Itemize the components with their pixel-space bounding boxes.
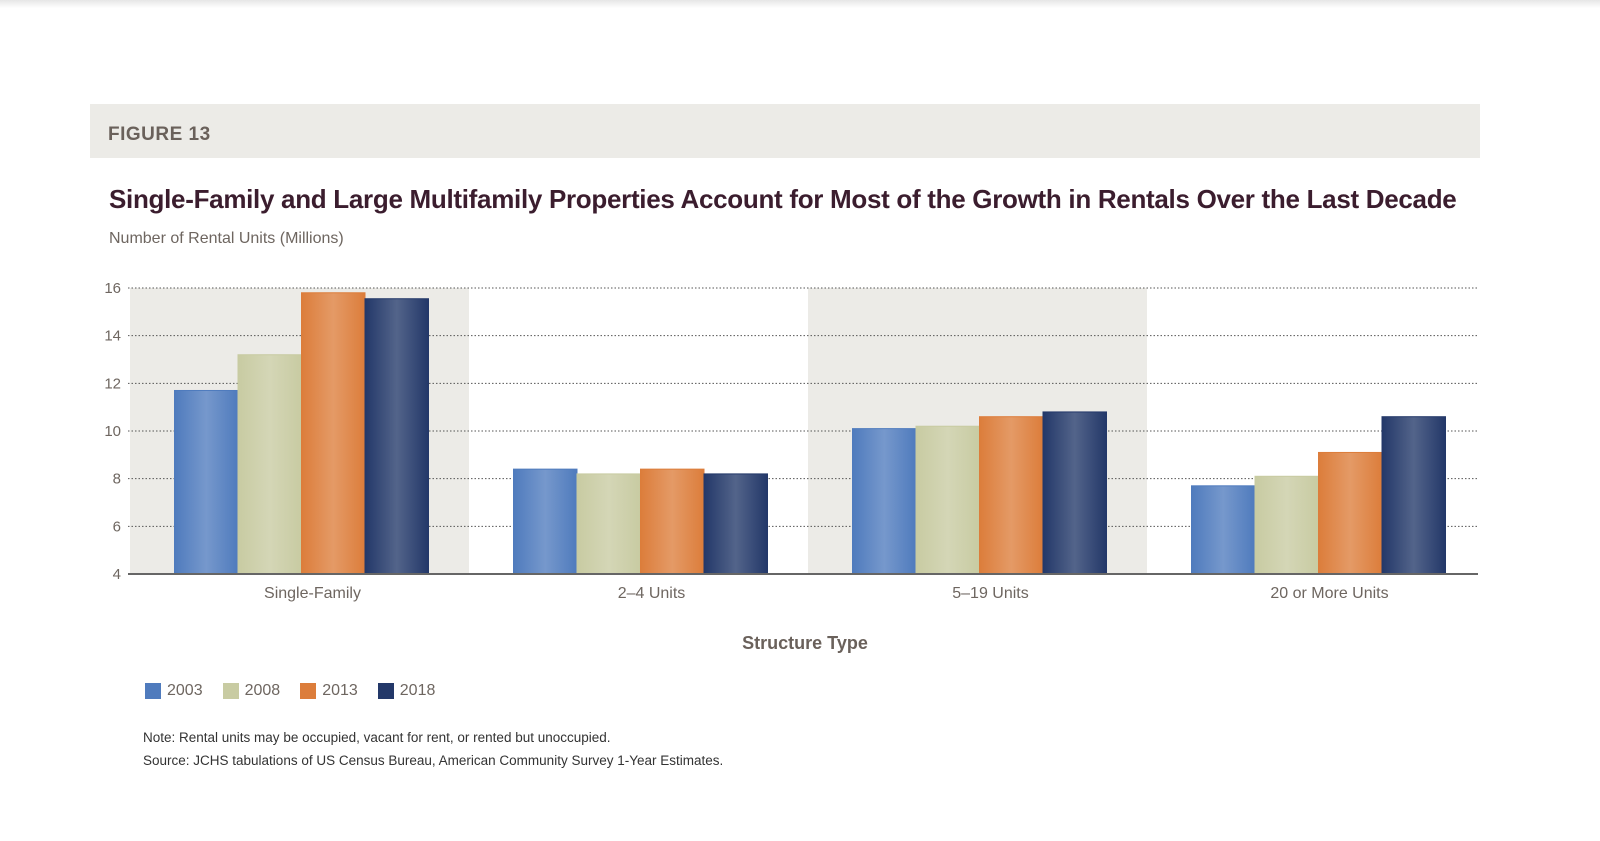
legend-item: 2018: [377, 682, 436, 700]
x-axis-title: Structure Type: [742, 633, 868, 653]
bar-2018-0: [364, 298, 429, 575]
bar-2013-1: [640, 468, 705, 575]
source-text: Source: JCHS tabulations of US Census Bu…: [143, 753, 724, 768]
figure-label: FIGURE 13: [108, 124, 211, 145]
notes: Note: Rental units may be occupied, vaca…: [143, 726, 723, 772]
legend-item: 2003: [145, 682, 203, 700]
bar-2003-3: [1191, 485, 1256, 575]
bar-2003-2: [852, 428, 917, 575]
bar-2008-0: [237, 354, 302, 575]
y-tick-label: 4: [113, 566, 121, 583]
bar-2003-1: [513, 468, 578, 575]
legend-swatch: [145, 683, 161, 699]
figure-header-band: FIGURE 13: [90, 104, 1480, 158]
legend-swatch: [222, 683, 239, 699]
bar-2008-3: [1254, 475, 1319, 575]
legend-label: 2018: [399, 682, 436, 699]
bar-2008-2: [915, 425, 980, 575]
x-tick-label: 20 or More Units: [1270, 585, 1388, 602]
chart-title: Single-Family and Large Multifamily Prop…: [109, 184, 1457, 214]
bar-2003-0: [174, 389, 239, 575]
y-tick-label: 10: [104, 423, 121, 440]
bar-2013-0: [301, 292, 366, 575]
legend-label: 2008: [244, 682, 281, 699]
bar-2018-2: [1042, 411, 1107, 575]
bar-2013-3: [1318, 451, 1383, 575]
y-axis-label: Number of Rental Units (Millions): [109, 230, 344, 247]
legend-label: 2003: [167, 682, 203, 699]
legend-item: 2008: [222, 682, 281, 700]
legend-swatch: [377, 683, 394, 699]
y-tick-label: 14: [104, 328, 121, 345]
y-tick-label: 12: [104, 375, 121, 392]
legend-item: 2013: [300, 682, 358, 700]
y-tick-label: 8: [113, 471, 121, 488]
legend-swatch: [300, 683, 317, 699]
note-text: Note: Rental units may be occupied, vaca…: [143, 730, 611, 745]
bar-2013-2: [979, 416, 1044, 575]
y-tick-label: 16: [104, 280, 121, 297]
x-tick-label: 2–4 Units: [618, 585, 686, 602]
page-top-shadow: [0, 0, 1600, 8]
bar-2018-1: [703, 473, 768, 575]
y-tick-label: 6: [113, 518, 121, 535]
legend: 2003 2008 2013 2018: [145, 682, 455, 700]
x-tick-label: Single-Family: [264, 585, 361, 602]
bar-2018-3: [1381, 416, 1446, 575]
x-tick-label: 5–19 Units: [952, 585, 1029, 602]
bar-2008-1: [576, 473, 641, 575]
legend-label: 2013: [322, 682, 358, 699]
